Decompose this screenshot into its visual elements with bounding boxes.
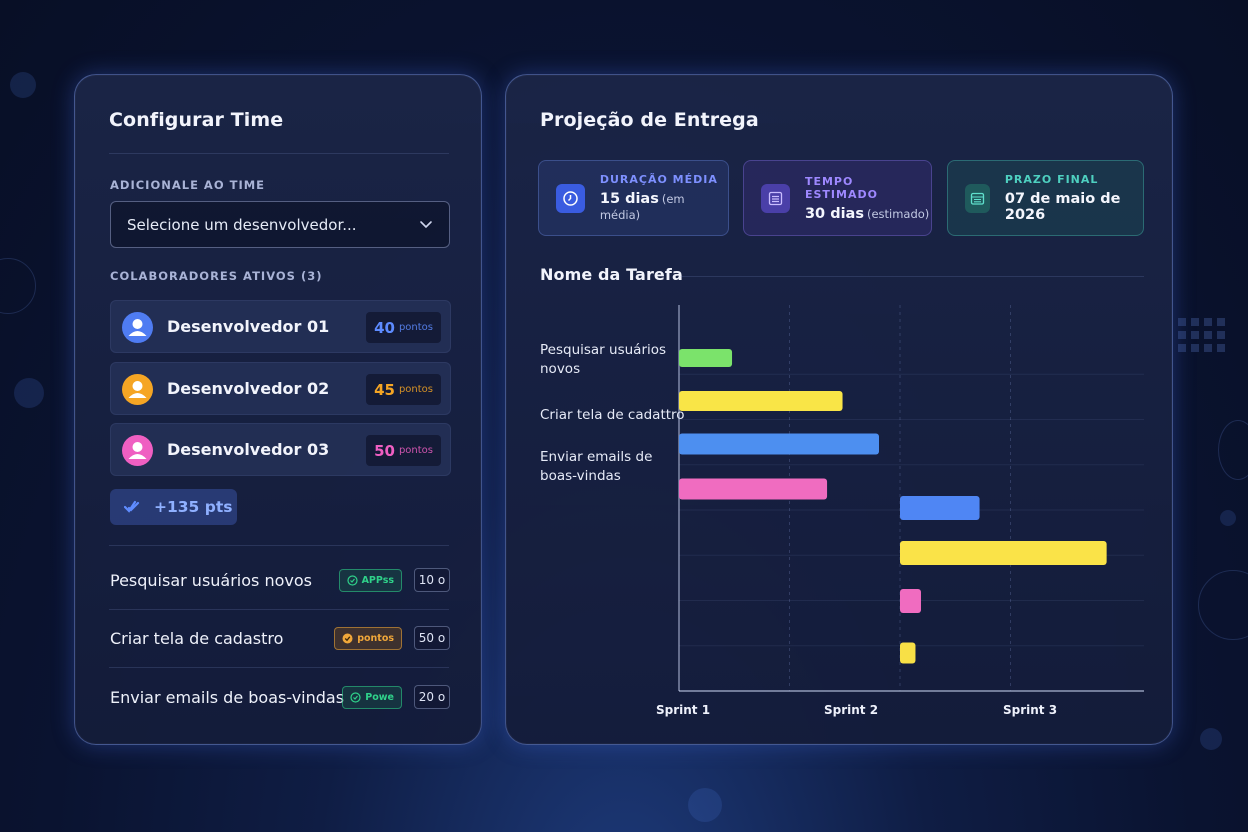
panel-title: Configurar Time bbox=[109, 109, 284, 131]
total-points: +135 pts bbox=[154, 498, 233, 516]
gantt-task-label: Pesquisar usuários novos bbox=[540, 342, 667, 377]
stat-value: 30 dias bbox=[804, 205, 864, 222]
gantt-title: Nome da Tarefa bbox=[540, 265, 683, 284]
list-icon bbox=[761, 183, 790, 213]
active-collaborators-label: COLABORADORES ATIVOS (3) bbox=[110, 269, 323, 283]
developer-card[interactable]: Desenvolvedor 02 45 pontos bbox=[110, 362, 451, 415]
bg-decor bbox=[688, 788, 722, 822]
gantt-bar bbox=[679, 478, 828, 500]
stat-card-deadline: PRAZO FINAL 07 de maio de 2026 bbox=[947, 160, 1144, 236]
divider bbox=[109, 609, 449, 610]
bg-decor bbox=[1178, 318, 1225, 352]
stat-sub: (em média) bbox=[599, 192, 685, 222]
developer-card[interactable]: Desenvolvedor 03 50 pontos bbox=[110, 423, 451, 476]
points-unit: pontos bbox=[398, 384, 433, 395]
check-circle-icon bbox=[346, 574, 358, 586]
gantt-bar bbox=[900, 589, 921, 613]
check-icon bbox=[124, 500, 140, 513]
user-icon bbox=[128, 381, 147, 398]
task-points: 20 o bbox=[414, 685, 450, 709]
gantt-bar bbox=[900, 496, 980, 520]
stat-value: 07 de maio de 2026 bbox=[1004, 191, 1121, 223]
divider bbox=[109, 545, 449, 546]
bg-decor bbox=[1198, 570, 1248, 640]
x-tick-label: Sprint 1 bbox=[656, 703, 711, 717]
task-tag: pontos bbox=[334, 626, 402, 650]
stat-label: TEMPO ESTIMADO bbox=[804, 174, 878, 201]
calendar-icon bbox=[965, 183, 990, 213]
task-name: Enviar emails de boas-vindas bbox=[110, 687, 345, 707]
divider bbox=[680, 276, 1144, 277]
points-value: 45 bbox=[374, 380, 395, 399]
gantt-bar bbox=[679, 433, 880, 455]
divider bbox=[109, 667, 449, 668]
total-points-badge: +135 pts bbox=[110, 489, 237, 525]
check-circle-icon bbox=[350, 691, 361, 703]
chevron-down-icon bbox=[420, 221, 432, 229]
avatar bbox=[122, 374, 153, 405]
x-tick-label: Sprint 2 bbox=[824, 703, 879, 717]
stat-sub: (estimado) bbox=[866, 206, 930, 221]
task-tag: Powe bbox=[342, 685, 402, 709]
developer-name: Desenvolvedor 02 bbox=[167, 379, 330, 398]
stat-card-estimated: TEMPO ESTIMADO 30 dias (estimado) bbox=[743, 160, 932, 236]
task-tag-label: pontos bbox=[357, 632, 394, 644]
stat-label: PRAZO FINAL bbox=[1004, 173, 1099, 186]
bg-decor bbox=[0, 258, 36, 314]
select-placeholder: Selecione um desenvolvedor... bbox=[127, 215, 357, 234]
stat-value: 15 dias bbox=[599, 191, 659, 207]
bg-decor bbox=[1220, 510, 1236, 526]
gantt-bar bbox=[679, 349, 733, 367]
avatar bbox=[122, 312, 153, 343]
developer-card[interactable]: Desenvolvedor 01 40 pontos bbox=[110, 300, 451, 353]
task-row[interactable]: Enviar emails de boas-vindas Powe 20 o bbox=[110, 668, 450, 726]
developer-select[interactable]: Selecione um desenvolvedor... bbox=[110, 201, 450, 248]
gantt-task-label: Enviar emails de boas-vindas bbox=[540, 449, 653, 484]
task-row[interactable]: Pesquisar usuários novos APPss 10 o bbox=[110, 551, 450, 609]
stat-label: DURAÇÃO MÉDIA bbox=[599, 173, 718, 186]
divider bbox=[109, 153, 449, 154]
badge-icon bbox=[342, 633, 353, 643]
developer-name: Desenvolvedor 03 bbox=[167, 440, 330, 459]
bg-decor bbox=[1218, 420, 1248, 480]
x-tick-label: Sprint 3 bbox=[1003, 703, 1058, 717]
bg-decor bbox=[14, 378, 44, 408]
panel-title: Projeção de Entrega bbox=[540, 109, 759, 131]
gantt-task-label: Criar tela de cadattro bbox=[540, 407, 685, 423]
delivery-projection-panel: Projeção de Entrega DURAÇÃO MÉDIA 15 dia… bbox=[505, 74, 1173, 745]
user-icon bbox=[128, 319, 147, 336]
task-name: Criar tela de cadastro bbox=[110, 628, 284, 648]
developer-name: Desenvolvedor 01 bbox=[167, 317, 330, 336]
bg-decor bbox=[1200, 728, 1222, 750]
gantt-bar bbox=[900, 642, 916, 664]
points-value: 50 bbox=[374, 441, 395, 460]
points-badge: 40 pontos bbox=[366, 312, 441, 343]
task-points: 50 o bbox=[414, 626, 450, 650]
clock-icon bbox=[556, 183, 585, 213]
task-name: Pesquisar usuários novos bbox=[110, 570, 312, 590]
points-unit: pontos bbox=[398, 322, 433, 333]
user-icon bbox=[128, 442, 147, 459]
team-config-panel: Configurar Time ADICIONALE AO TIME Selec… bbox=[74, 74, 482, 745]
add-to-team-label: ADICIONALE AO TIME bbox=[110, 178, 266, 192]
points-badge: 45 pontos bbox=[366, 374, 441, 405]
points-unit: pontos bbox=[398, 445, 433, 456]
avatar bbox=[122, 435, 153, 466]
task-row[interactable]: Criar tela de cadastro pontos 50 o bbox=[110, 609, 450, 667]
task-tag-label: APPss bbox=[361, 574, 394, 586]
task-tag: APPss bbox=[338, 568, 402, 592]
gantt-bar bbox=[679, 391, 843, 411]
stat-card-duration: DURAÇÃO MÉDIA 15 dias (em média) bbox=[538, 160, 729, 236]
task-points: 10 o bbox=[414, 568, 450, 592]
bg-decor bbox=[10, 72, 36, 98]
task-tag-label: Powe bbox=[365, 691, 394, 703]
points-value: 40 bbox=[374, 318, 395, 337]
points-badge: 50 pontos bbox=[366, 435, 441, 466]
gantt-bar bbox=[900, 541, 1107, 565]
